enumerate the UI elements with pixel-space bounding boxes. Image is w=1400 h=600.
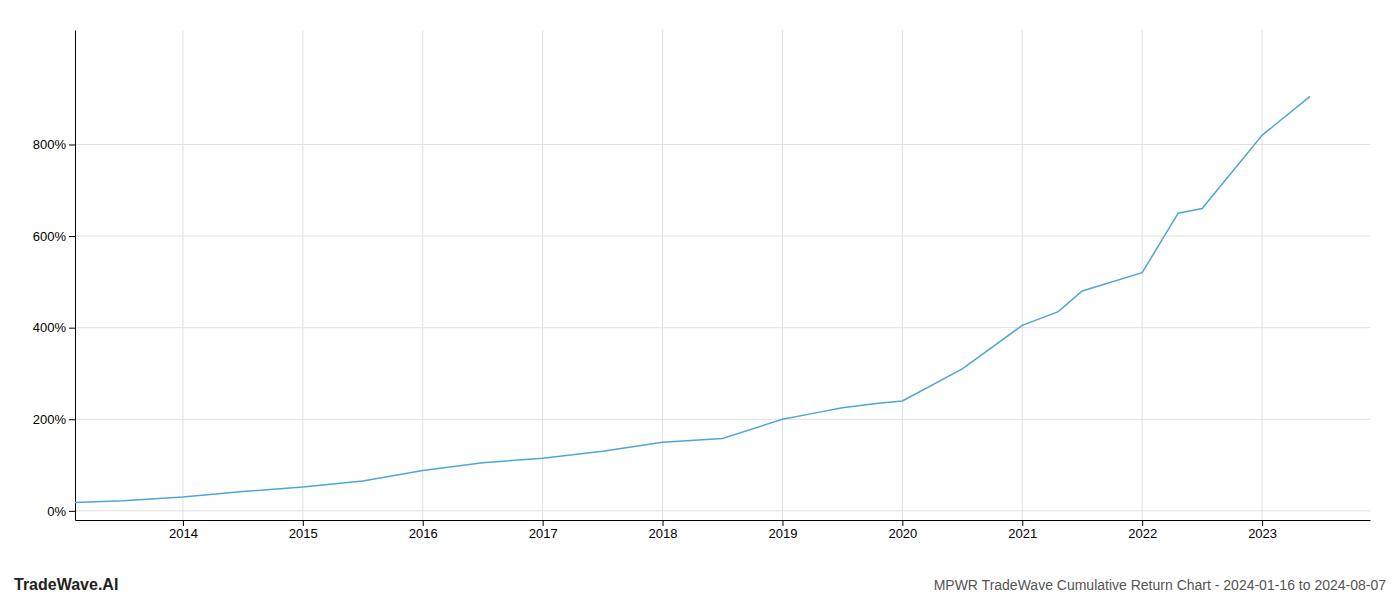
y-tick: 200% [33, 412, 75, 427]
y-tick-mark [69, 328, 75, 329]
x-tick-label: 2014 [169, 526, 198, 541]
x-tick-mark [543, 520, 544, 526]
x-tick-label: 2018 [649, 526, 678, 541]
x-tick-mark [1022, 520, 1023, 526]
grid-line-x [542, 30, 543, 520]
x-tick: 2016 [409, 520, 438, 541]
y-tick-mark [69, 144, 75, 145]
title: MPWR TradeWave Cumulative Return Chart -… [934, 577, 1387, 593]
y-tick-mark [69, 419, 75, 420]
y-tick: 0% [47, 504, 75, 519]
grid-line-y [75, 236, 1370, 237]
grid-line-x [1022, 30, 1023, 520]
x-tick-mark [423, 520, 424, 526]
x-tick-mark [902, 520, 903, 526]
watermark: TradeWave.AI [14, 576, 118, 593]
x-tick: 2020 [888, 520, 917, 541]
x-tick-label: 2023 [1248, 526, 1277, 541]
grid-line-x [1262, 30, 1263, 520]
x-tick-label: 2017 [529, 526, 558, 541]
y-axis-line [75, 31, 76, 521]
grid-line-x [782, 30, 783, 520]
x-tick-label: 2015 [289, 526, 318, 541]
x-tick: 2019 [768, 520, 797, 541]
y-tick-mark [69, 511, 75, 512]
grid-line-y [75, 144, 1370, 145]
y-tick: 400% [33, 320, 75, 335]
x-tick-mark [303, 520, 304, 526]
plot-area: 2014 2015 2016 2017 2018 2019 2020 2021 2022 2023… [33, 30, 1371, 541]
x-axis-line [76, 520, 1371, 521]
x-tick-label: 2021 [1008, 526, 1037, 541]
y-axis: 0% 200% 400% 600% 800% [33, 31, 76, 521]
grid-line-x [662, 30, 663, 520]
x-tick-mark [183, 520, 184, 526]
x-tick-label: 2016 [409, 526, 438, 541]
x-tick-mark [1142, 520, 1143, 526]
grid-line-x [182, 30, 183, 520]
x-tick-label: 2022 [1128, 526, 1157, 541]
grid [75, 30, 1370, 520]
chart-svg: 2014 2015 2016 2017 2018 2019 2020 2021 2022 2023… [0, 0, 1400, 600]
x-tick-mark [663, 520, 664, 526]
y-tick-label: 800% [33, 137, 67, 152]
grid-line-x [422, 30, 423, 520]
y-tick-mark [69, 236, 75, 237]
x-tick: 2014 [169, 520, 198, 541]
y-tick: 800% [33, 137, 75, 152]
x-tick: 2021 [1008, 520, 1037, 541]
grid-line-x [302, 30, 303, 520]
x-tick: 2015 [289, 520, 318, 541]
x-tick: 2017 [529, 520, 558, 541]
grid-line-y [75, 327, 1370, 328]
x-tick: 2022 [1128, 520, 1157, 541]
x-axis: 2014 2015 2016 2017 2018 2019 2020 2021 2022 2023 [76, 520, 1371, 541]
y-tick-label: 200% [33, 412, 67, 427]
y-tick-label: 0% [47, 504, 66, 519]
x-tick: 2018 [649, 520, 678, 541]
grid-line-y [75, 419, 1370, 420]
x-tick-mark [1262, 520, 1263, 526]
x-tick-mark [782, 520, 783, 526]
grid-line-x [902, 30, 903, 520]
marks [75, 96, 1310, 502]
line [75, 96, 1310, 502]
x-tick-label: 2020 [888, 526, 917, 541]
y-tick: 600% [33, 229, 75, 244]
x-tick-label: 2019 [768, 526, 797, 541]
grid-line-y [75, 510, 1370, 511]
grid-line-x [1142, 30, 1143, 520]
y-tick-label: 600% [33, 229, 67, 244]
y-tick-label: 400% [33, 320, 67, 335]
x-tick: 2023 [1248, 520, 1277, 541]
